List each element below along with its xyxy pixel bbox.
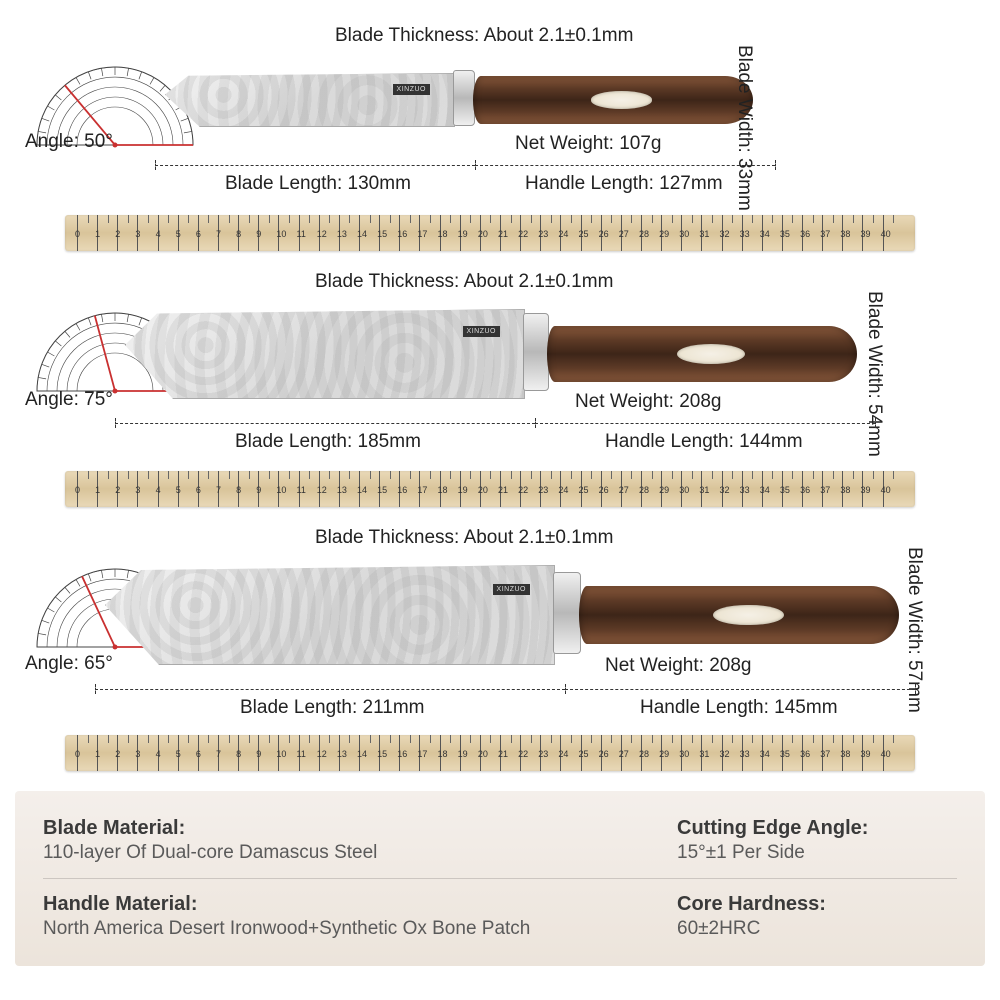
knife-handle — [473, 76, 753, 124]
knife-blade: XINZUO — [105, 565, 555, 665]
angle-label: Angle: 75° — [25, 389, 113, 411]
blade-width-label: Blade Width: 57mm — [903, 547, 925, 713]
weight-label: Net Weight: 208g — [605, 655, 751, 677]
cutting-edge-value: 15°±1 Per Side — [677, 842, 957, 864]
brand-badge: XINZUO — [393, 84, 430, 95]
blade-width-label: Blade Width: 33mm — [733, 45, 755, 211]
weight-label: Net Weight: 107g — [515, 133, 661, 155]
knife-bolster — [453, 70, 475, 126]
ruler: 0123456789101112131415161718192021222324… — [65, 471, 915, 507]
knife-bolster — [553, 572, 581, 654]
handle-length-label: Handle Length: 144mm — [605, 431, 803, 453]
thickness-label: Blade Thickness: About 2.1±0.1mm — [315, 271, 613, 293]
knife-handle — [579, 586, 899, 644]
knife-section-2: Blade Thickness: About 2.1±0.1mm Angle: … — [15, 517, 985, 771]
knife-section-1: Blade Thickness: About 2.1±0.1mm Angle: … — [15, 261, 985, 507]
blade-length-label: Blade Length: 130mm — [225, 173, 411, 195]
thickness-label: Blade Thickness: About 2.1±0.1mm — [315, 527, 613, 549]
divider — [43, 878, 957, 879]
angle-label: Angle: 50° — [25, 131, 113, 153]
thickness-label: Blade Thickness: About 2.1±0.1mm — [335, 25, 633, 47]
handle-inlay — [591, 91, 653, 108]
material-info-box: Blade Material: 110-layer Of Dual-core D… — [15, 791, 985, 966]
knife-section-0: Blade Thickness: About 2.1±0.1mm Angle: … — [15, 15, 985, 251]
ruler: 0123456789101112131415161718192021222324… — [65, 215, 915, 251]
weight-label: Net Weight: 208g — [575, 391, 721, 413]
handle-length-label: Handle Length: 145mm — [640, 697, 838, 719]
blade-length-label: Blade Length: 185mm — [235, 431, 421, 453]
blade-width-label: Blade Width: 54mm — [863, 291, 885, 457]
handle-material-title: Handle Material: — [43, 893, 677, 916]
handle-inlay — [713, 605, 783, 626]
knife-bolster — [523, 313, 549, 391]
handle-material-value: North America Desert Ironwood+Synthetic … — [43, 918, 677, 940]
brand-badge: XINZUO — [493, 584, 530, 595]
handle-length-label: Handle Length: 127mm — [525, 173, 723, 195]
knife-blade: XINZUO — [165, 73, 455, 127]
handle-inlay — [677, 344, 745, 364]
cutting-edge-title: Cutting Edge Angle: — [677, 817, 957, 840]
angle-label: Angle: 65° — [25, 653, 113, 675]
core-hardness-title: Core Hardness: — [677, 893, 957, 916]
brand-badge: XINZUO — [463, 326, 500, 337]
blade-material-value: 110-layer Of Dual-core Damascus Steel — [43, 842, 677, 864]
ruler: 0123456789101112131415161718192021222324… — [65, 735, 915, 771]
knife-handle — [547, 326, 857, 382]
blade-length-label: Blade Length: 211mm — [240, 697, 425, 719]
blade-material-title: Blade Material: — [43, 817, 677, 840]
knife-blade: XINZUO — [125, 309, 525, 399]
core-hardness-value: 60±2HRC — [677, 918, 957, 940]
